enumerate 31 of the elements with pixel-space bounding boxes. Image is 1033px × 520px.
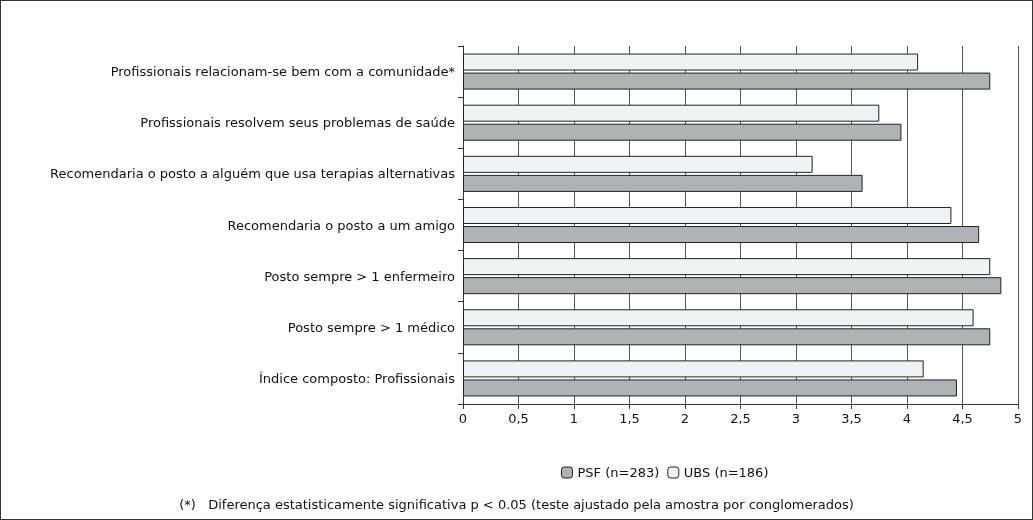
legend-label: PSF (n=283) <box>577 465 660 480</box>
x-tick-label: 5 <box>1013 411 1023 426</box>
y-tick-label: Recomendaria o posto a um amigo <box>227 217 456 233</box>
bar <box>463 258 991 276</box>
x-tick-label: 2,5 <box>730 411 751 426</box>
legend-label: UBS (n=186) <box>683 465 769 480</box>
bar <box>463 123 902 141</box>
text: (*) Diferença estatisticamente significativa p < 0.05 (teste ajustado pela amostra por conglomerados) <box>179 497 854 512</box>
y-tick-label: Recomendaria o posto a alguém que usa terapias alternativas <box>50 166 456 182</box>
x-tick-label: 2 <box>680 411 690 426</box>
x-tick-label: 3 <box>791 411 801 426</box>
bar <box>463 226 980 244</box>
bar <box>463 174 863 192</box>
x-tick-label: 1,5 <box>619 411 640 426</box>
bar <box>463 277 1002 295</box>
x-tick-label: 0,5 <box>508 411 529 426</box>
x-tick-label: 4,5 <box>952 411 973 426</box>
bar <box>463 309 974 327</box>
x-tick-label: 1 <box>569 411 579 426</box>
y-tick-label: Posto sempre > 1 enfermeiro <box>264 268 456 284</box>
x-tick-label: 4 <box>902 411 912 426</box>
y-tick-label: Índice composto: Profissionais <box>258 370 456 386</box>
bar <box>463 206 952 224</box>
bar <box>463 328 991 346</box>
bar <box>463 155 813 173</box>
y-tick-label: Posto sempre > 1 médico <box>287 319 456 335</box>
x-tick-label: 0 <box>458 411 468 426</box>
bar <box>463 104 880 122</box>
y-tick-label: Profissionais resolvem seus problemas de saúde <box>140 115 455 131</box>
x-tick-label: 3,5 <box>841 411 862 426</box>
y-tick-label: Profissionais relacionam-se bem com a comunidade* <box>110 64 456 80</box>
